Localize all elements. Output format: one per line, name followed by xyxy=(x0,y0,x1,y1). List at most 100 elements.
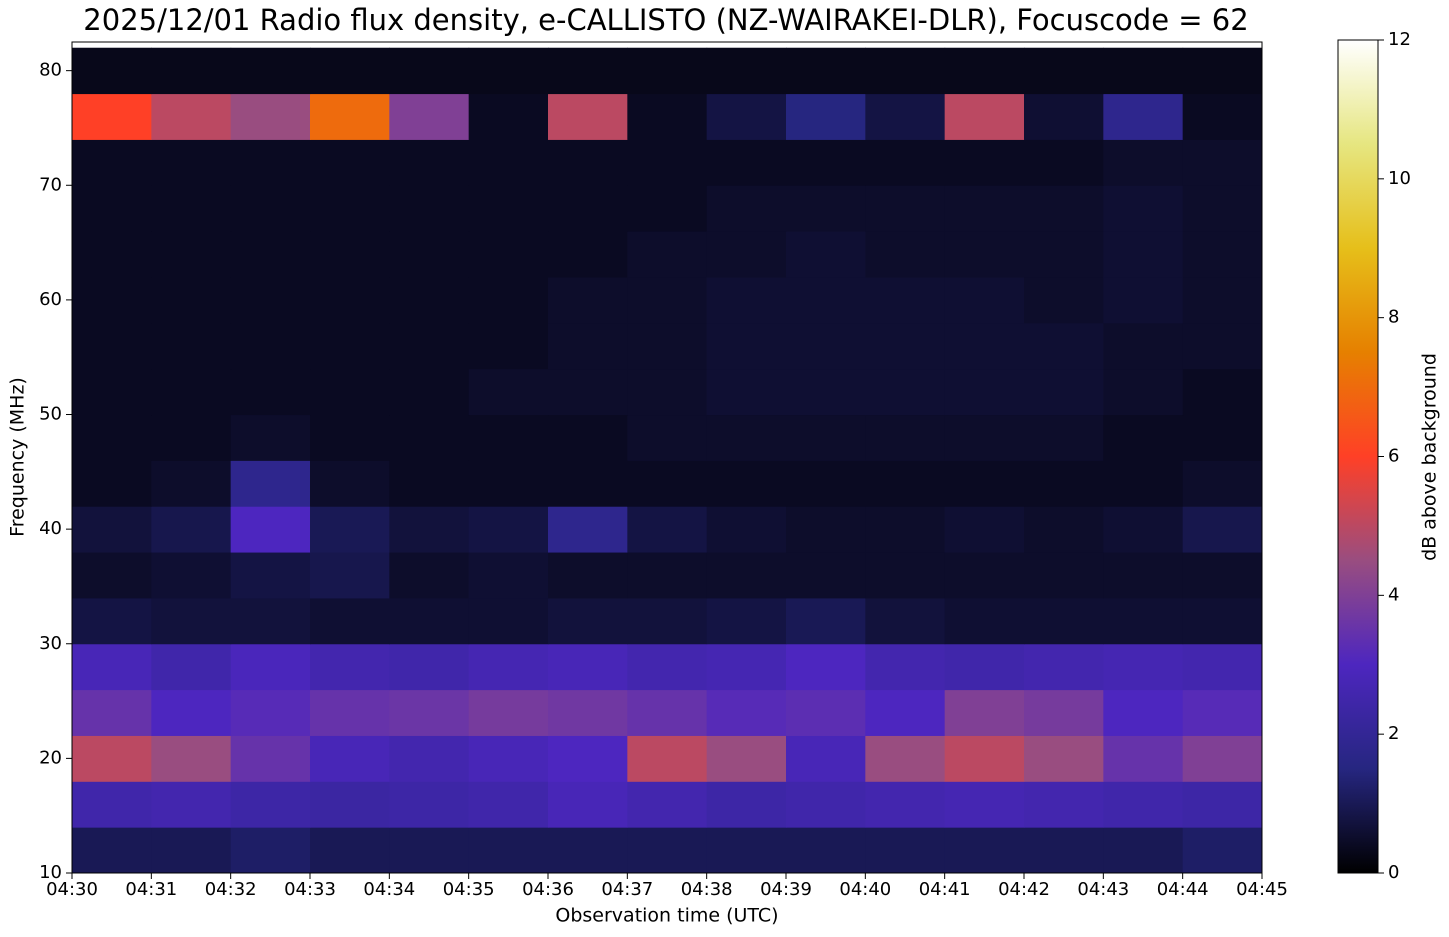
y-tick-label: 50 xyxy=(39,404,62,425)
heatmap-cell xyxy=(865,322,946,370)
heatmap-cell xyxy=(706,689,787,736)
heatmap-cell xyxy=(706,185,787,232)
heatmap-cell xyxy=(865,185,946,232)
heatmap-cell xyxy=(865,735,946,782)
heatmap-cell xyxy=(72,47,152,95)
heatmap-cell xyxy=(865,276,946,324)
heatmap-cell xyxy=(548,597,628,645)
heatmap-cell xyxy=(865,552,946,599)
heatmap-cell xyxy=(230,231,311,278)
heatmap-cell xyxy=(706,827,787,874)
y-tick-label: 40 xyxy=(39,518,62,539)
y-tick-label: 80 xyxy=(39,60,62,81)
heatmap-cell xyxy=(865,689,946,736)
heatmap-cell xyxy=(389,506,470,553)
y-tick-label: 70 xyxy=(39,174,62,195)
heatmap-cell xyxy=(627,597,708,645)
heatmap-cell xyxy=(230,414,311,461)
heatmap-cell xyxy=(944,506,1025,553)
heatmap-cell xyxy=(944,231,1025,278)
heatmap-cell xyxy=(548,460,628,507)
heatmap-cell xyxy=(706,460,787,507)
colorbar-tick-label: 6 xyxy=(1388,446,1399,467)
heatmap-cell xyxy=(1103,643,1184,691)
heatmap-cell xyxy=(944,460,1025,507)
heatmap-cell xyxy=(627,139,708,186)
heatmap-cell xyxy=(230,368,311,416)
heatmap-cell xyxy=(310,460,390,507)
heatmap-cell xyxy=(151,689,232,736)
heatmap-cell xyxy=(1182,506,1263,553)
x-tick-label: 04:39 xyxy=(760,879,812,900)
heatmap-cell xyxy=(72,414,152,461)
heatmap-cell xyxy=(786,689,866,736)
heatmap-cell xyxy=(389,597,470,645)
heatmap-cell xyxy=(548,139,628,186)
heatmap-cell xyxy=(1182,231,1263,278)
heatmap-cell xyxy=(865,460,946,507)
heatmap-cell xyxy=(944,781,1025,828)
chart-title: 2025/12/01 Radio flux density, e-CALLIST… xyxy=(83,3,1248,37)
heatmap-cell xyxy=(310,368,390,416)
heatmap-cell xyxy=(706,47,787,95)
heatmap-cell xyxy=(230,139,311,186)
heatmap-cell xyxy=(1024,322,1104,370)
plot-frame xyxy=(71,41,1263,874)
heatmap-cell xyxy=(627,93,708,140)
heatmap-cell xyxy=(706,597,787,645)
heatmap-cell xyxy=(548,47,628,95)
heatmap-cell xyxy=(865,231,946,278)
heatmap-cell xyxy=(1024,827,1104,874)
colorbar xyxy=(1338,40,1378,873)
heatmap-cell xyxy=(1024,735,1104,782)
heatmap-cell xyxy=(151,781,232,828)
heatmap-cell xyxy=(1103,689,1184,736)
colorbar-tick-label: 10 xyxy=(1388,168,1411,189)
heatmap-cell xyxy=(1103,414,1184,461)
heatmap-cell xyxy=(230,781,311,828)
x-tick-label: 04:44 xyxy=(1157,879,1209,900)
heatmap-cell xyxy=(389,827,470,874)
heatmap-cell xyxy=(310,643,390,691)
heatmap-cell xyxy=(786,93,866,140)
heatmap-cell xyxy=(1103,322,1184,370)
heatmap-cell xyxy=(230,597,311,645)
heatmap-cell xyxy=(310,139,390,186)
x-tick-label: 04:40 xyxy=(839,879,891,900)
heatmap-cell xyxy=(389,231,470,278)
colorbar-tick-label: 2 xyxy=(1388,723,1399,744)
x-tick-label: 04:33 xyxy=(284,879,336,900)
heatmap-cell xyxy=(72,689,152,736)
heatmap-cell xyxy=(865,506,946,553)
heatmap-cell xyxy=(706,368,787,416)
heatmap-cell xyxy=(389,552,470,599)
heatmap-cell xyxy=(468,643,549,691)
heatmap-cell xyxy=(944,827,1025,874)
heatmap-cell xyxy=(706,414,787,461)
heatmap-cell xyxy=(786,460,866,507)
heatmap-cell xyxy=(151,506,232,553)
heatmap-cell xyxy=(468,231,549,278)
heatmap-cell xyxy=(230,506,311,553)
heatmap-cell xyxy=(1024,643,1104,691)
heatmap-cell xyxy=(865,47,946,95)
heatmap-cell xyxy=(72,322,152,370)
heatmap-cell xyxy=(944,185,1025,232)
heatmap-cell xyxy=(627,460,708,507)
heatmap-cell xyxy=(1103,93,1184,140)
heatmap-cell xyxy=(389,276,470,324)
heatmap-cell xyxy=(786,506,866,553)
heatmap-cell xyxy=(468,460,549,507)
heatmap-cell xyxy=(627,276,708,324)
colorbar-tick-label: 12 xyxy=(1388,29,1411,50)
heatmap-cell xyxy=(1103,735,1184,782)
heatmap-cell xyxy=(627,827,708,874)
heatmap-cell xyxy=(1024,506,1104,553)
heatmap-cell xyxy=(151,414,232,461)
heatmap-cell xyxy=(230,735,311,782)
heatmap-cell xyxy=(706,552,787,599)
x-tick-label: 04:30 xyxy=(46,879,98,900)
heatmap-cell xyxy=(1103,231,1184,278)
heatmap-cell xyxy=(151,827,232,874)
heatmap-cell xyxy=(548,276,628,324)
